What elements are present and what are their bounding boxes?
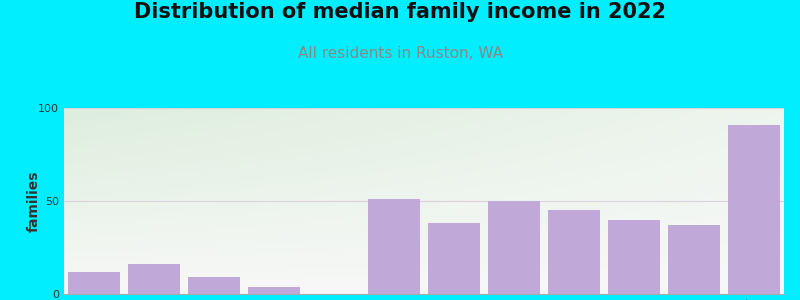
Bar	[128, 264, 180, 294]
Bar	[67, 272, 120, 294]
Bar	[608, 220, 661, 294]
Bar	[367, 199, 421, 294]
Bar	[188, 277, 241, 294]
Text: Distribution of median family income in 2022: Distribution of median family income in …	[134, 2, 666, 22]
Text: All residents in Ruston, WA: All residents in Ruston, WA	[298, 46, 502, 62]
Bar	[487, 201, 541, 294]
Bar	[427, 223, 480, 294]
Bar	[728, 125, 781, 294]
Bar	[547, 210, 600, 294]
Bar	[667, 225, 721, 294]
Y-axis label: families: families	[27, 170, 41, 232]
Bar	[248, 286, 301, 294]
